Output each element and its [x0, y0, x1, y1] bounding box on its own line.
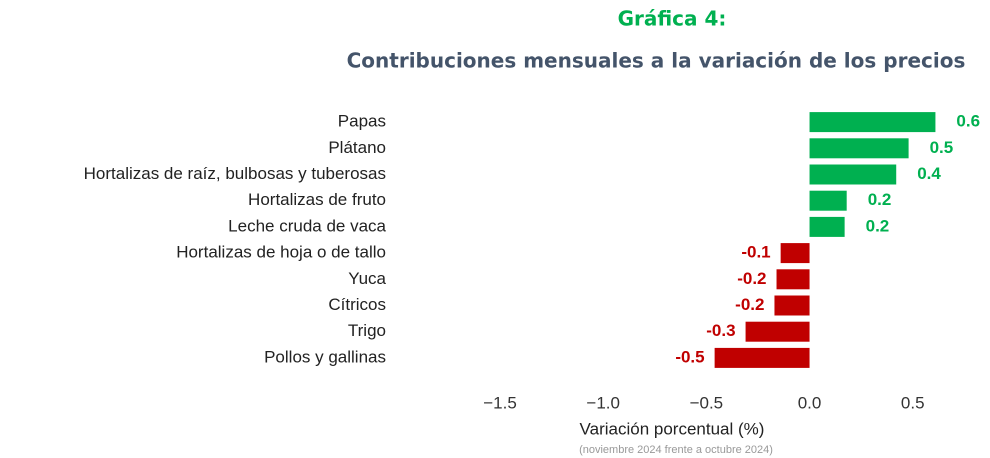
bar: [809, 112, 936, 133]
y-tick-label: Trigo: [348, 321, 386, 340]
bar: [809, 216, 845, 237]
y-tick-label: Pollos y gallinas: [264, 347, 386, 366]
value-label: 0.4: [917, 164, 941, 183]
bar: [714, 347, 810, 368]
y-tick-label: Cítricos: [328, 295, 386, 314]
bar: [809, 190, 847, 211]
x-axis-label: Variación porcentual (%): [580, 419, 765, 438]
bar: [745, 321, 810, 342]
value-label: -0.1: [741, 243, 770, 262]
value-label: 0.2: [866, 216, 890, 235]
x-tick-label: −0.5: [690, 393, 724, 412]
chart-title: Gráfica 4:: [618, 7, 727, 31]
x-tick-label: 0.0: [798, 393, 822, 412]
value-label: -0.2: [737, 269, 766, 288]
bar: [780, 243, 810, 264]
value-label: -0.5: [675, 347, 704, 366]
y-tick-label: Papas: [338, 112, 386, 131]
y-tick-label: Hortalizas de fruto: [248, 190, 386, 209]
value-label: 0.5: [930, 138, 954, 157]
value-label: -0.2: [735, 295, 764, 314]
bar: [774, 295, 810, 316]
x-tick-label: 0.5: [901, 393, 925, 412]
value-label: -0.3: [706, 321, 735, 340]
value-label: 0.2: [868, 190, 892, 209]
y-tick-label: Yuca: [348, 269, 386, 288]
x-tick-label: −1.0: [586, 393, 620, 412]
x-tick-label: −1.5: [483, 393, 517, 412]
y-tick-label: Plátano: [328, 138, 386, 157]
y-tick-label: Hortalizas de raíz, bulbosas y tuberosas: [84, 164, 386, 183]
bar: [809, 138, 909, 159]
y-tick-label: Leche cruda de vaca: [228, 216, 386, 235]
value-label: 0.6: [956, 112, 980, 131]
y-tick-label: Hortalizas de hoja o de tallo: [176, 243, 386, 262]
bar: [809, 164, 897, 185]
bar: [776, 269, 810, 290]
chart-subtitle: Contribuciones mensuales a la variación …: [347, 49, 966, 73]
note: (noviembre 2024 frente a octubre 2024): [579, 444, 773, 456]
